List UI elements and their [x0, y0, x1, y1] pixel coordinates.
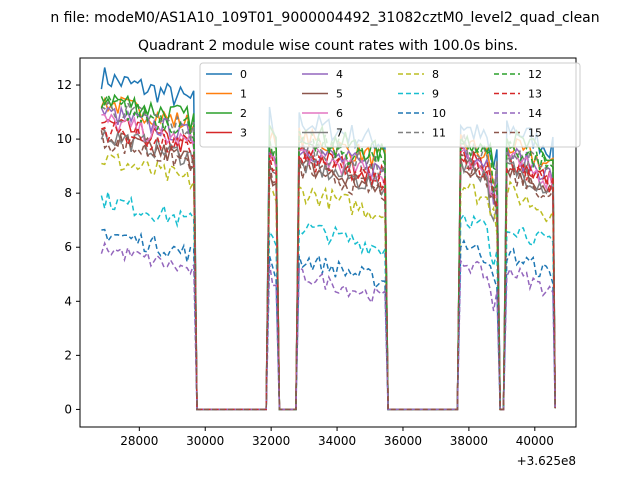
legend-box [199, 62, 581, 148]
plot-frame [79, 57, 577, 428]
legend-label: 10 [432, 107, 446, 120]
legend-label: 3 [240, 127, 247, 140]
y-tick-label: 0 [64, 402, 72, 416]
x-offset-text: +3.625e8 [517, 454, 576, 468]
series-line-10 [101, 228, 556, 411]
legend-label: 12 [528, 68, 542, 81]
x-tick-label: 32000 [252, 434, 290, 448]
series-line-15 [100, 130, 556, 411]
y-tick-label: 4 [64, 294, 72, 308]
x-tick-label: 38000 [450, 434, 488, 448]
legend-label: 14 [528, 107, 542, 120]
legend-label: 0 [240, 68, 247, 81]
y-tick-label: 10 [57, 132, 72, 146]
legend-label: 8 [432, 68, 439, 81]
legend-label: 15 [528, 127, 542, 140]
chart-title: Quadrant 2 module wise count rates with … [138, 38, 518, 54]
y-tick-label: 8 [64, 186, 72, 200]
y-tick-label: 6 [64, 240, 72, 254]
legend-label: 4 [336, 68, 343, 81]
legend-label: 2 [240, 107, 247, 120]
legend-label: 11 [432, 127, 446, 140]
series-line-14 [100, 241, 556, 411]
series-layer [100, 67, 556, 411]
series-line-9 [100, 191, 556, 411]
y-tick-label: 12 [57, 78, 72, 92]
y-tick-label: 2 [64, 348, 72, 362]
legend-label: 6 [336, 107, 343, 120]
series-line-13 [101, 120, 556, 411]
x-axis: 28000 30000 32000 34000 36000 38000 40000 [120, 427, 554, 448]
x-tick-label: 28000 [120, 434, 158, 448]
legend-label: 5 [336, 88, 343, 101]
figure-suptitle: n file: modeM0/AS1A10_109T01_9000004492_… [50, 10, 599, 26]
legend-label: 13 [528, 88, 542, 101]
legend-label: 9 [432, 88, 439, 101]
series-line-8 [101, 152, 556, 411]
y-axis: 0 2 4 6 8 10 12 [57, 78, 80, 416]
legend-label: 7 [336, 127, 343, 140]
x-tick-label: 34000 [318, 434, 356, 448]
series-line-12 [100, 93, 556, 411]
x-tick-label: 30000 [186, 434, 224, 448]
series-line-11 [100, 100, 556, 411]
series-line-4 [100, 105, 556, 411]
legend-label: 1 [240, 88, 247, 101]
series-line-7 [100, 128, 556, 411]
x-tick-label: 40000 [516, 434, 554, 448]
x-tick-label: 36000 [384, 434, 422, 448]
